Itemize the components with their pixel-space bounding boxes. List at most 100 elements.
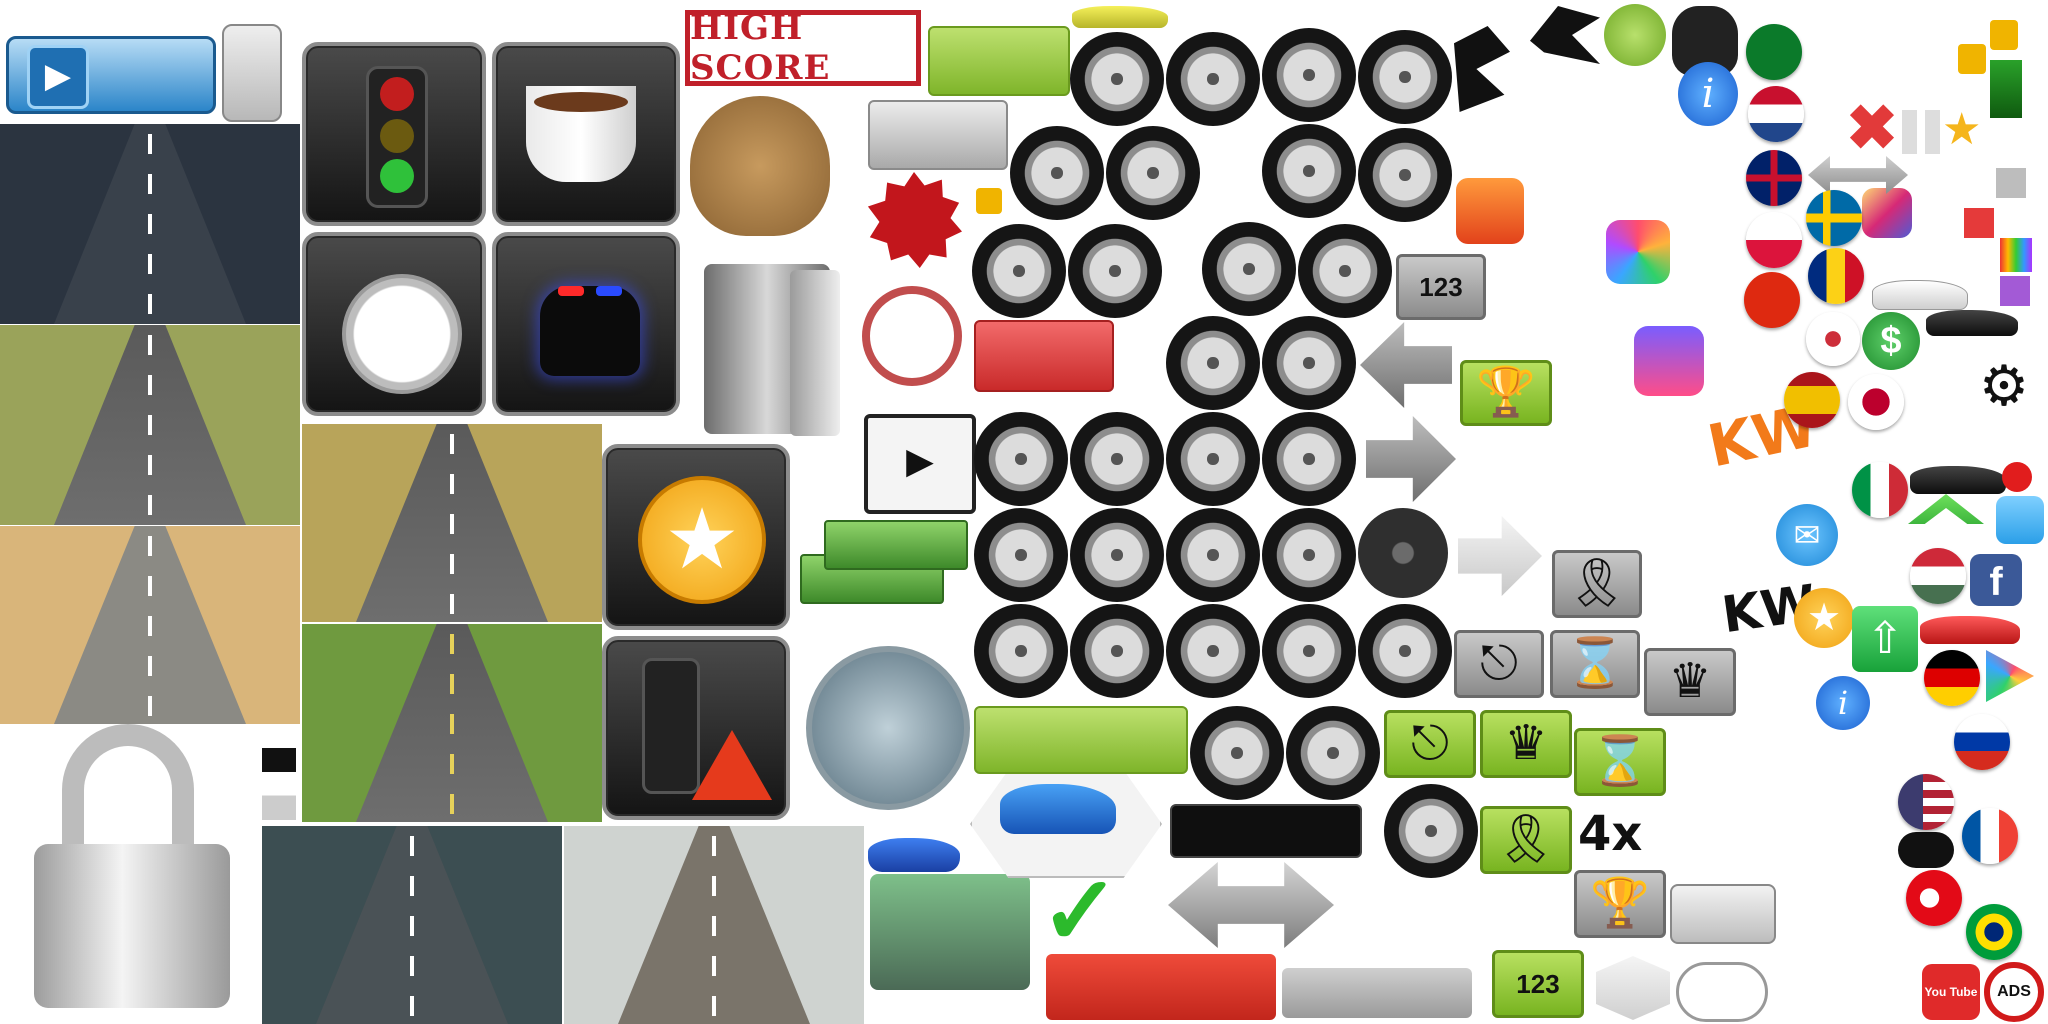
wheel-option[interactable]: [1166, 604, 1260, 698]
green-circle-button[interactable]: [1604, 4, 1666, 66]
wheel-option[interactable]: [1068, 224, 1162, 318]
wheel-option[interactable]: [1262, 508, 1356, 602]
wheel-option[interactable]: [1106, 126, 1200, 220]
flag-romania-icon[interactable]: [1808, 248, 1864, 304]
wheel-option[interactable]: [1190, 706, 1284, 800]
twitter-icon[interactable]: [1996, 496, 2044, 544]
wheel-option[interactable]: [1166, 316, 1260, 410]
wheel-option[interactable]: [974, 604, 1068, 698]
road-grass-thumbnail[interactable]: [302, 624, 602, 822]
gear-icon[interactable]: ⚙: [1978, 354, 2030, 417]
stopwatch-tile[interactable]: [302, 232, 486, 416]
flag-hungary-icon[interactable]: [1910, 548, 1966, 604]
road-rain-thumbnail[interactable]: [262, 826, 562, 1024]
grey-bar-button[interactable]: [868, 100, 1008, 170]
wheel-option[interactable]: [974, 412, 1068, 506]
trophy-button[interactable]: 🏆: [1460, 360, 1552, 426]
road-autumn-thumbnail[interactable]: [302, 424, 602, 622]
dollar-icon[interactable]: $: [1862, 312, 1920, 370]
youtube-icon[interactable]: You Tube: [1922, 964, 1980, 1020]
flag-netherlands-icon[interactable]: [1748, 86, 1804, 142]
wheel-option[interactable]: [972, 224, 1066, 318]
wheel-option[interactable]: [1070, 32, 1164, 126]
wheel-option[interactable]: [1384, 784, 1478, 878]
no-ads-icon[interactable]: ADS: [1984, 962, 2044, 1022]
hourglass-green-button[interactable]: ⌛: [1574, 728, 1666, 796]
arrow-up-chevron-icon[interactable]: [1908, 494, 1984, 524]
gamepad-icon[interactable]: [1898, 832, 1954, 868]
upload-icon[interactable]: ⇧: [1852, 606, 1918, 672]
flag-sweden-icon[interactable]: [1806, 190, 1862, 246]
wheel-option[interactable]: [1262, 124, 1356, 218]
podium-button[interactable]: 123: [1396, 254, 1486, 320]
flag-poland-icon[interactable]: [1746, 212, 1802, 268]
wheel-option[interactable]: [1010, 126, 1104, 220]
flag-italy-icon[interactable]: [1852, 462, 1908, 518]
info-icon[interactable]: i: [1678, 62, 1738, 126]
road-desert-thumbnail[interactable]: [0, 526, 300, 724]
wheel-option[interactable]: [1286, 706, 1380, 800]
flag-france-icon[interactable]: [1962, 808, 2018, 864]
flag-turkey-icon[interactable]: [1906, 870, 1962, 926]
plane-game-icon[interactable]: [1456, 178, 1524, 244]
flag-russia-icon[interactable]: [1954, 714, 2010, 770]
video-bar-button[interactable]: ▶: [6, 36, 216, 114]
flag-brazil-icon[interactable]: [1966, 904, 2022, 960]
pause-icon[interactable]: [1902, 110, 1940, 154]
traffic-light-tile[interactable]: [302, 42, 486, 226]
close-x-icon[interactable]: ✖: [1846, 94, 1898, 163]
flag-united-kingdom-icon[interactable]: [1746, 150, 1802, 206]
wheel-option[interactable]: [1358, 128, 1452, 222]
podium-green-button[interactable]: 123: [1492, 950, 1584, 1018]
coffee-break-tile[interactable]: [492, 42, 680, 226]
mail-icon[interactable]: ✉: [1776, 504, 1838, 566]
share-button[interactable]: ⎋: [1454, 630, 1544, 698]
grey-wide-button[interactable]: [1282, 968, 1472, 1018]
flag-germany-icon[interactable]: [1924, 650, 1980, 706]
red-bar-button[interactable]: [974, 320, 1114, 392]
green-bar-button[interactable]: [928, 26, 1070, 96]
crown-button[interactable]: ♛: [1644, 648, 1736, 716]
wheel-option[interactable]: [1262, 412, 1356, 506]
wheel-option[interactable]: [1358, 604, 1452, 698]
green-wide-button[interactable]: [974, 706, 1188, 774]
wheel-option[interactable]: [974, 508, 1068, 602]
wheel-option[interactable]: [1298, 224, 1392, 318]
instagram-icon[interactable]: [1862, 188, 1912, 238]
wheel-option[interactable]: [1166, 412, 1260, 506]
wheel-option[interactable]: [1262, 28, 1356, 122]
share-green-button[interactable]: ⎋: [1384, 710, 1476, 778]
wheel-option[interactable]: [1202, 222, 1296, 316]
flag-saudi-arabia-icon[interactable]: [1746, 24, 1802, 80]
flag-south-korea-icon[interactable]: [1806, 312, 1860, 366]
wheel-option[interactable]: [1262, 604, 1356, 698]
wheel-option[interactable]: [1070, 508, 1164, 602]
game-center-icon[interactable]: [1606, 220, 1670, 284]
award-green-button[interactable]: 🎗: [1480, 806, 1572, 874]
trophy-grey-button[interactable]: 🏆: [1574, 870, 1666, 938]
wheel-option[interactable]: [1070, 604, 1164, 698]
facebook-icon[interactable]: f: [1970, 554, 2022, 606]
moto-game-icon[interactable]: [1634, 326, 1704, 396]
flag-china-icon[interactable]: [1744, 272, 1800, 328]
hourglass-button[interactable]: ⌛: [1550, 630, 1640, 698]
star-badge-icon[interactable]: ★: [1794, 588, 1854, 648]
traffic-warning-tile[interactable]: [602, 636, 790, 820]
police-chase-tile[interactable]: [492, 232, 680, 416]
road-palm-thumbnail[interactable]: [0, 325, 300, 525]
info-icon[interactable]: i: [1816, 676, 1870, 730]
crown-green-button[interactable]: ♛: [1480, 710, 1572, 778]
star-tile[interactable]: ★: [602, 444, 790, 630]
road-snow-thumbnail[interactable]: [564, 826, 864, 1024]
wheel-option[interactable]: [1166, 508, 1260, 602]
wheel-option[interactable]: [1070, 412, 1164, 506]
road-night-thumbnail[interactable]: [0, 124, 300, 324]
google-play-icon[interactable]: [1986, 650, 2034, 702]
red-wide-button[interactable]: [1046, 954, 1276, 1020]
wheel-option[interactable]: [1166, 32, 1260, 126]
flag-japan-icon[interactable]: [1848, 374, 1904, 430]
flag-usa-icon[interactable]: [1898, 774, 1954, 830]
flag-spain-icon[interactable]: [1784, 372, 1840, 428]
wheel-option[interactable]: [1262, 316, 1356, 410]
award-button[interactable]: 🎗: [1552, 550, 1642, 618]
